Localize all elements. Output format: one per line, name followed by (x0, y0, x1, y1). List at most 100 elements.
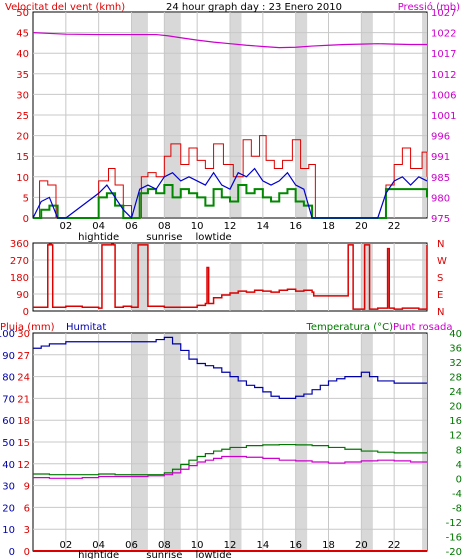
temperature-y-tick-label: 40 (449, 329, 462, 340)
pressure-axis-title: Pressió (mb) (398, 1, 460, 13)
thermo-panel-x-tick-label: 20 (355, 540, 368, 551)
rain-y-tick-label: 3 (24, 525, 30, 536)
thermo-panel-x-tick-label: 04 (92, 540, 105, 551)
wind-panel-x-tick-label: 04 (92, 221, 105, 232)
humidity-line (33, 336, 427, 399)
wind-y-tick-label: 5 (23, 193, 29, 204)
wind-panel-x-tick-label: 12 (224, 221, 237, 232)
humidity-y-tick-label: 40 (2, 460, 15, 471)
wind-y-tick-label: 25 (16, 111, 29, 122)
wind-panel-x-tick-label: 14 (256, 221, 269, 232)
wind-y-tick-label: 30 (16, 90, 29, 101)
pressure-y-tick-label: 1017 (431, 49, 456, 60)
temperature-y-tick-label: -16 (446, 532, 462, 543)
humidity-y-tick-label: 0 (9, 547, 15, 558)
thermo-panel-x-tick-label: 02 (59, 540, 72, 551)
wind-panel-event-label: sunrise (146, 232, 182, 243)
wind-panel-x-tick-label: 22 (388, 221, 401, 232)
thermo-panel-x-tick-label: 12 (224, 540, 237, 551)
wind-panel-x-tick-label: 10 (191, 221, 204, 232)
thermo-panel-event-label: sunrise (146, 550, 182, 559)
pressure-y-tick-label: 1006 (431, 90, 456, 101)
wind-min-line (33, 184, 428, 219)
wind-avg-line (32, 167, 428, 220)
rain-y-tick-label: 6 (24, 503, 30, 514)
temperature-y-tick-label: -12 (446, 518, 462, 529)
temperature-y-tick-label: 36 (449, 344, 462, 355)
temperature-y-tick-label: 16 (449, 416, 462, 427)
thermo-panel-x-tick-label: 08 (158, 540, 171, 551)
direction-y-tick-label: 0 (23, 307, 29, 318)
wind-y-tick-label: 15 (16, 152, 29, 163)
pressure-y-tick-label: 1027 (431, 8, 456, 19)
pressure-y-tick-label: 985 (431, 173, 450, 184)
thermo-panel-x-tick-label: 16 (289, 540, 302, 551)
humidity-axis-title: Humitat (66, 322, 106, 333)
wind-y-tick-label: 10 (16, 173, 29, 184)
wind-y-tick-label: 0 (23, 214, 29, 225)
compass-tick-label: N (437, 239, 444, 250)
wind-y-tick-label: 20 (16, 132, 29, 143)
pressure-y-tick-label: 1022 (431, 29, 456, 40)
pressure-y-tick-label: 975 (431, 214, 450, 225)
direction-y-tick-label: 270 (10, 256, 29, 267)
wind-panel-x-tick-label: 02 (59, 221, 72, 232)
pressure-y-tick-label: 991 (431, 152, 450, 163)
temperature-y-tick-label: 4 (456, 460, 462, 471)
pressure-y-tick-label: 1012 (431, 70, 456, 81)
rain-y-tick-label: 9 (24, 482, 30, 493)
wind-panel-event-label: hightide (78, 232, 119, 243)
wind-y-tick-label: 45 (16, 29, 29, 40)
rain-y-tick-label: 24 (17, 373, 30, 384)
rain-y-tick-label: 30 (17, 329, 30, 340)
humidity-y-tick-label: 70 (2, 394, 15, 405)
wind-y-tick-label: 35 (16, 70, 29, 81)
pressure-y-tick-label: 980 (431, 193, 450, 204)
temperature-y-tick-label: -20 (446, 547, 462, 558)
temperature-y-tick-label: -4 (452, 489, 462, 500)
humidity-y-tick-label: 50 (2, 438, 15, 449)
temperature-axis-title: Temperatura (°C) (305, 322, 393, 333)
rain-y-tick-label: 27 (17, 351, 30, 362)
humidity-y-tick-label: 80 (2, 373, 15, 384)
wind-y-tick-label: 40 (16, 49, 29, 60)
temperature-y-tick-label: 8 (456, 445, 462, 456)
direction-y-tick-label: 180 (10, 273, 29, 284)
temperature-y-tick-label: 24 (449, 387, 462, 398)
rain-y-tick-label: 0 (24, 547, 30, 558)
humidity-y-tick-label: 100 (0, 329, 15, 340)
humidity-y-tick-label: 30 (2, 482, 15, 493)
dewpoint-axis-title: Punt rosada (393, 322, 452, 333)
direction-y-tick-label: 90 (16, 290, 29, 301)
rain-y-tick-label: 21 (17, 394, 30, 405)
pressure-line (32, 32, 427, 49)
thermo-panel-event-label: hightide (78, 550, 119, 559)
thermo-panel-x-tick-label: 18 (322, 540, 335, 551)
wind-panel-x-tick-label: 20 (355, 221, 368, 232)
wind-panel-x-tick-label: 08 (158, 221, 171, 232)
compass-tick-label: W (437, 256, 447, 267)
rain-axis-title: Pluja (mm) (0, 322, 55, 333)
rain-y-tick-label: 18 (17, 416, 30, 427)
pressure-y-tick-label: 996 (431, 132, 450, 143)
wind-y-tick-label: 50 (16, 8, 29, 19)
temperature-y-tick-label: 12 (449, 431, 462, 442)
compass-tick-label: N (437, 307, 444, 318)
temperature-y-tick-label: 0 (456, 474, 462, 485)
rain-y-tick-label: 12 (17, 460, 30, 471)
direction-y-tick-label: 360 (10, 239, 29, 250)
temperature-y-tick-label: 28 (449, 373, 462, 384)
temperature-y-tick-label: 20 (449, 402, 462, 413)
wind-axis-title: Velocitat del vent (kmh) (5, 2, 125, 13)
dewpoint-line (33, 455, 427, 479)
humidity-y-tick-label: 90 (2, 351, 15, 362)
compass-tick-label: E (437, 290, 443, 301)
temperature-y-tick-label: -8 (452, 503, 462, 514)
rain-y-tick-label: 15 (17, 438, 30, 449)
thermo-panel-x-tick-label: 22 (388, 540, 401, 551)
thermo-panel-event-label: lowtide (195, 550, 231, 559)
temperature-line (33, 443, 427, 476)
compass-tick-label: S (437, 273, 443, 284)
